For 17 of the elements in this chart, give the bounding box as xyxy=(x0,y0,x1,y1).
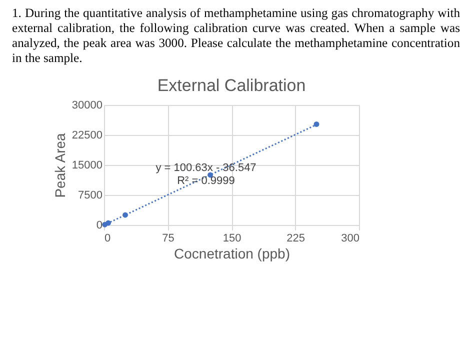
annotation: R² = 0.9999 xyxy=(177,175,235,187)
x-axis-title: Cocnetration (ppb) xyxy=(174,246,290,262)
y-axis-title: Peak Area xyxy=(52,132,68,198)
x-tick-label: 75 xyxy=(162,232,174,244)
annotation: y = 100.63x - 36.547 xyxy=(156,162,256,174)
y-tick-label: 30000 xyxy=(72,100,102,112)
x-tick-label: 150 xyxy=(222,232,242,244)
y-tick-label: 22500 xyxy=(72,130,102,142)
point xyxy=(314,121,320,127)
x-tick-label: 225 xyxy=(286,232,305,244)
x-tick-label: 0 xyxy=(104,232,111,244)
text: 1. During the quantitative analysis of methamphetamine using gas chromatography with external calibration, the following calibration curve was created. When a sample was analyzed, the peak area was 3000. Please calculate the methamphetamine concentration in the sample. xyxy=(12,6,460,66)
y-tick-label: 7500 xyxy=(78,190,102,202)
y-tick-label: 0 xyxy=(96,220,102,232)
chart-title: External Calibration xyxy=(157,76,306,95)
x-tick-label: 300 xyxy=(341,232,360,244)
y-tick-label: 15000 xyxy=(72,160,102,172)
